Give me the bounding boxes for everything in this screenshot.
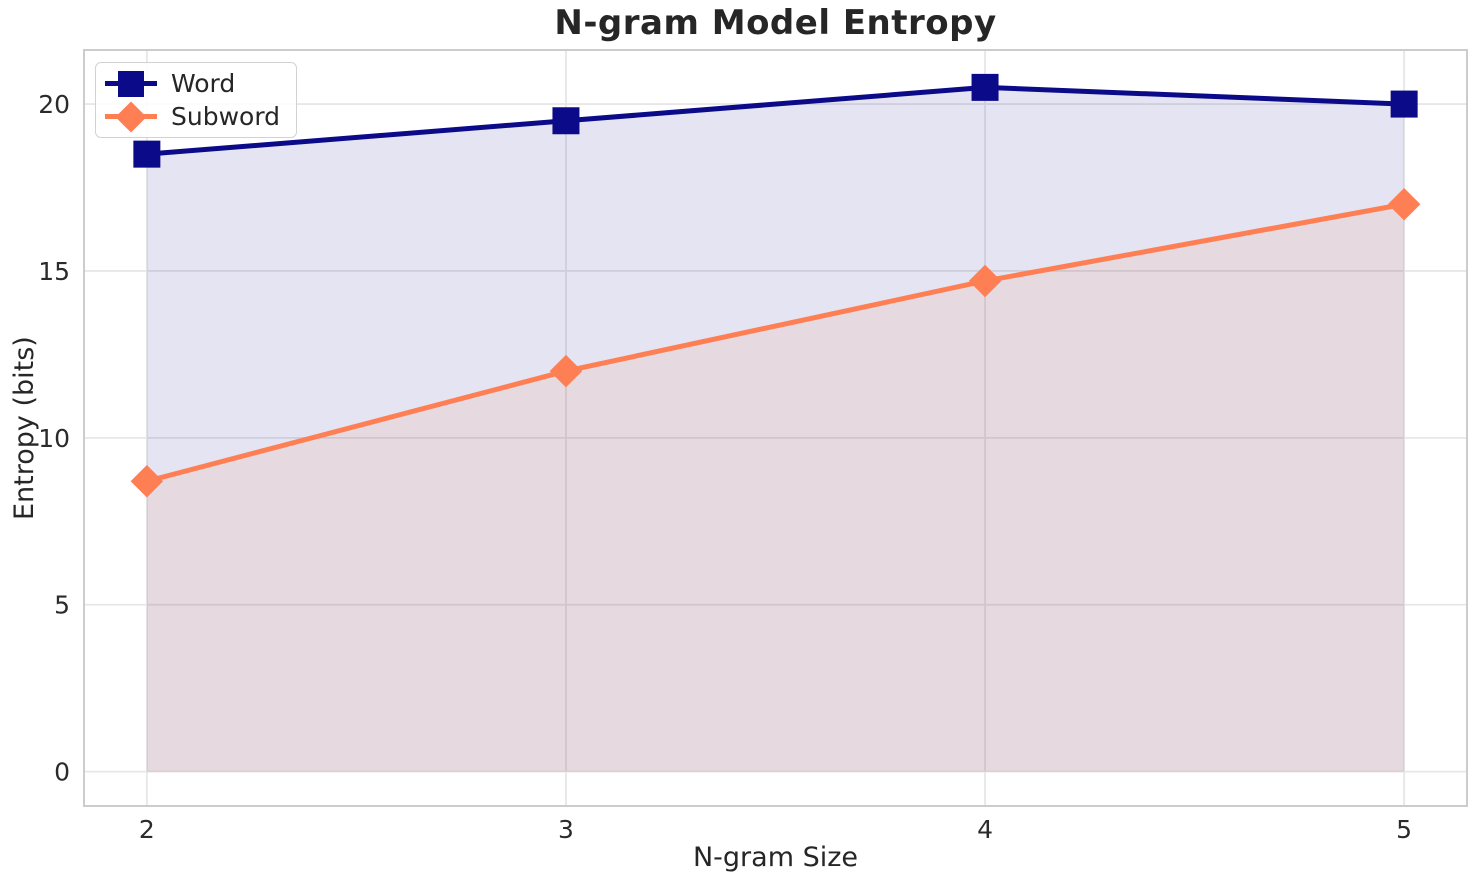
x-tick-label: 2	[139, 815, 155, 844]
y-tick-label: 5	[54, 591, 70, 620]
marker-square-word	[1390, 90, 1418, 118]
x-tick-label: 4	[977, 815, 993, 844]
legend-label-word: Word	[171, 69, 236, 98]
marker-square-word	[133, 140, 161, 168]
marker-square-word	[552, 107, 580, 135]
marker-diamond-subword	[549, 354, 583, 388]
y-axis-label: Entropy (bits)	[9, 336, 40, 520]
marker-square-word	[971, 73, 999, 101]
y-tick-label: 20	[38, 90, 70, 119]
x-tick-label: 5	[1396, 815, 1412, 844]
legend: Word Subword	[95, 62, 298, 138]
legend-item-subword: Subword	[105, 100, 281, 133]
y-tick-label: 15	[38, 257, 70, 286]
x-axis-label: N-gram Size	[692, 842, 859, 873]
square-marker-icon	[118, 70, 144, 97]
line-word	[144, 84, 1407, 157]
x-tick-label: 3	[558, 815, 574, 844]
subword-line-marker-icon	[105, 100, 157, 133]
chart-title: N-gram Model Entropy	[554, 3, 997, 43]
legend-label-subword: Subword	[171, 102, 281, 131]
area-word	[146, 87, 1405, 772]
legend-item-word: Word	[105, 68, 280, 99]
word-line-marker-icon	[105, 68, 157, 99]
marker-diamond-subword	[130, 464, 164, 498]
diamond-marker-icon	[115, 100, 147, 133]
line-subword	[144, 201, 1407, 484]
plot-border	[83, 49, 1468, 807]
marker-diamond-subword	[968, 264, 1002, 298]
area-subword	[146, 204, 1405, 772]
marker-diamond-subword	[1387, 187, 1421, 221]
y-tick-label: 0	[54, 758, 70, 787]
y-tick-label: 10	[38, 424, 70, 453]
